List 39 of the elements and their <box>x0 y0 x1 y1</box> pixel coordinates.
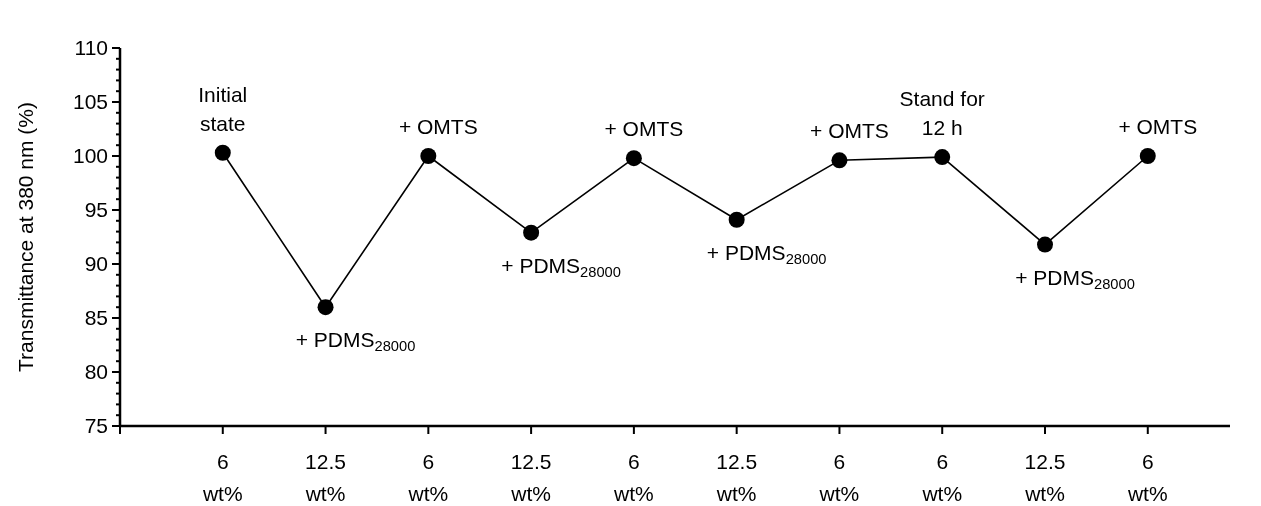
y-tick-label: 100 <box>72 144 108 167</box>
x-tick-label: 6 wt% <box>921 450 963 505</box>
point <box>317 299 334 316</box>
x-tick-label: 6 wt% <box>1126 450 1168 505</box>
point <box>523 224 540 241</box>
y-tick-label: 80 <box>84 360 108 383</box>
y-tick-label: 75 <box>84 414 108 437</box>
point <box>625 150 642 167</box>
y-axis-title: Transmittance at 380 nm (%) <box>14 102 37 372</box>
y-tick-label: 95 <box>84 198 108 221</box>
annotation: + OMTS <box>398 115 478 138</box>
annotation: + OMTS <box>810 119 889 143</box>
annotation: + OMTS <box>604 117 684 141</box>
x-tick-label: 6 wt% <box>613 450 654 505</box>
annotation: + PDMS$_{28000}$ <box>706 240 827 267</box>
annotation: Initial state <box>198 82 248 135</box>
point <box>934 149 951 166</box>
x-tick-label: 6 wt% <box>201 450 243 505</box>
x-tick-label: 12.5 wt% <box>1024 450 1066 505</box>
annotation: + OMTS <box>1118 115 1198 138</box>
x-tick-label: 12.5 wt% <box>510 450 552 505</box>
y-tick-label: 90 <box>84 252 108 275</box>
point <box>1139 148 1156 164</box>
point <box>420 148 437 164</box>
point <box>1037 236 1053 253</box>
point <box>831 152 848 169</box>
annotation: + PDMS$_{28000}$ <box>1015 265 1135 292</box>
point <box>214 144 231 161</box>
x-tick-label: 12.5 wt% <box>304 450 346 505</box>
annotation: + PDMS$_{28000}$ <box>295 328 416 354</box>
y-tick-label: 105 <box>72 90 108 113</box>
x-tick-label: 6 wt% <box>407 450 449 505</box>
x-tick-label: 6 wt% <box>818 450 860 505</box>
y-tick-label: 110 <box>74 36 108 59</box>
point <box>728 211 745 228</box>
annotation: + PDMS$_{28000}$ <box>501 253 621 280</box>
annotation: Stand for 12 h <box>899 87 985 140</box>
x-tick-label: 12.5 wt% <box>715 450 758 505</box>
y-tick-label: 85 <box>84 306 108 329</box>
